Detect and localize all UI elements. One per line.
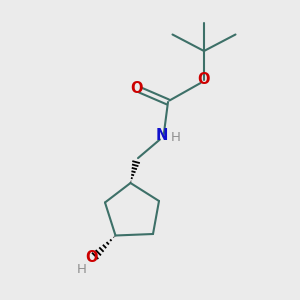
Text: H: H xyxy=(171,130,181,144)
Text: O: O xyxy=(130,81,143,96)
Text: N: N xyxy=(156,128,168,142)
Text: O: O xyxy=(85,250,98,266)
Text: O: O xyxy=(198,72,210,87)
Text: H: H xyxy=(77,263,86,276)
